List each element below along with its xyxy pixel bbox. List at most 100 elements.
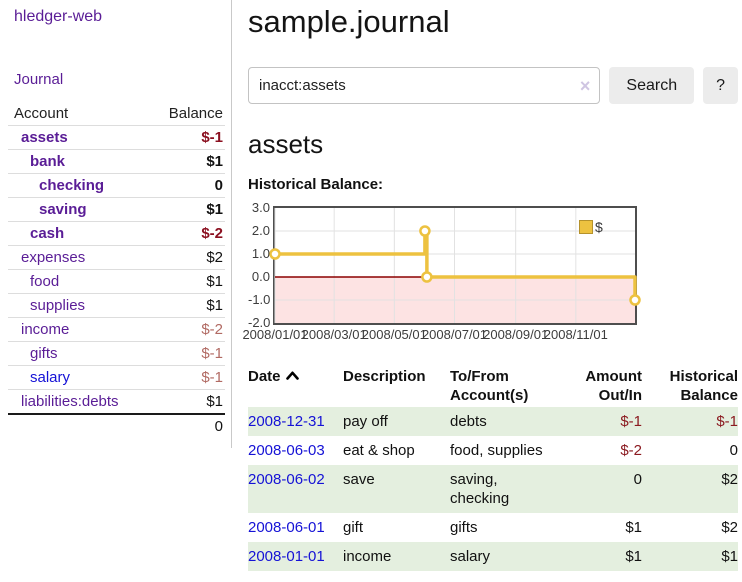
- account-link[interactable]: income: [21, 321, 70, 338]
- account-row: bank $1: [8, 150, 225, 174]
- account-balance: $1: [206, 273, 223, 290]
- transaction-balance: $1: [721, 548, 738, 565]
- accounts-total-spacer: [8, 414, 152, 438]
- account-balance: $-2: [201, 321, 223, 338]
- account-balance-cell: $1: [152, 294, 225, 318]
- account-cell: saving: [8, 198, 152, 222]
- transaction-date-link[interactable]: 2008-06-03: [248, 442, 325, 459]
- account-cell: assets: [8, 126, 152, 150]
- account-link[interactable]: salary: [30, 369, 71, 386]
- transaction-balance: 0: [729, 442, 738, 459]
- accounts-header-balance: Balance: [168, 105, 223, 122]
- x-tick-label: 2008/03/01: [301, 327, 367, 342]
- account-row: cash $-2: [8, 222, 225, 246]
- account-row: salary $-1: [8, 366, 225, 390]
- y-tick-label: -2.0: [248, 315, 271, 330]
- account-link[interactable]: cash: [30, 225, 65, 242]
- account-balance: $-1: [201, 129, 223, 146]
- transaction-amount: $-1: [620, 413, 642, 430]
- account-balance-cell: $-1: [152, 342, 225, 366]
- main-content: sample.journal × Search ? assets Histori…: [233, 0, 742, 571]
- account-row: assets $-1: [8, 126, 225, 150]
- transaction-row[interactable]: 2008-06-03 eat & shop food, supplies $-2 0: [248, 436, 738, 465]
- account-cell: expenses: [8, 246, 152, 270]
- balance-chart-svg: [269, 208, 641, 323]
- accounts-total-cell: 0: [214, 418, 223, 435]
- account-cell: liabilities:debts: [8, 390, 152, 415]
- y-tick-label: -1.0: [248, 292, 271, 307]
- account-link[interactable]: saving: [39, 201, 87, 218]
- account-balance-cell: $-1: [152, 366, 225, 390]
- account-link[interactable]: checking: [39, 177, 105, 194]
- account-link[interactable]: bank: [30, 153, 66, 170]
- transaction-description: save: [343, 471, 375, 488]
- transaction-date-cell: 2008-12-31: [248, 407, 343, 436]
- transaction-description: eat & shop: [343, 442, 415, 459]
- transaction-accounts: gifts: [450, 519, 478, 536]
- accounts-body: assets $-1 bank $1 checking 0 saving $1 cash $-2 e…: [8, 126, 225, 439]
- transaction-amount: $1: [625, 548, 642, 565]
- register-header-description: Description: [343, 368, 426, 385]
- transaction-date-link[interactable]: 2008-01-01: [248, 548, 325, 565]
- x-tick-label: 2008/11/01: [543, 327, 608, 342]
- transaction-accounts: salary: [450, 548, 491, 565]
- sidebar-item-journal[interactable]: Journal: [14, 71, 64, 88]
- clear-search-icon[interactable]: ×: [579, 75, 591, 96]
- accounts-header-account: Account: [14, 105, 69, 122]
- transaction-accounts: food, supplies: [450, 442, 543, 459]
- chart-title: Historical Balance:: [248, 176, 384, 193]
- transaction-row[interactable]: 2008-01-01 income salary $1 $1: [248, 542, 738, 571]
- account-link[interactable]: expenses: [21, 249, 86, 266]
- transaction-row[interactable]: 2008-06-01 gift gifts $1 $2: [248, 513, 738, 542]
- register-header-date[interactable]: Date: [248, 365, 343, 407]
- y-tick-label: 3.0: [251, 200, 270, 215]
- register-header-accounts: To/From Account(s): [450, 368, 529, 404]
- register-header-balance: Historical Balance: [669, 368, 738, 404]
- account-balance-cell: 0: [152, 174, 225, 198]
- accounts-table: Account Balance assets $-1 bank $1 checking 0…: [8, 102, 225, 438]
- help-button[interactable]: ?: [703, 67, 738, 104]
- account-balance: $2: [206, 249, 223, 266]
- transaction-date-cell: 2008-06-03: [248, 436, 343, 465]
- transaction-row[interactable]: 2008-06-02 save saving, checking 0 $2: [248, 465, 738, 513]
- transaction-amount: $1: [625, 519, 642, 536]
- register-table: Date Description To/From Account(s) Amou…: [248, 365, 738, 571]
- account-link[interactable]: food: [30, 273, 60, 290]
- chart-plot: [269, 206, 641, 325]
- search-input-wrapper: ×: [248, 67, 601, 104]
- x-tick-label: 2008/01/01: [242, 327, 308, 342]
- account-link[interactable]: gifts: [30, 345, 58, 362]
- sidebar: hledger-web Journal Account Balance asse…: [0, 0, 232, 448]
- app-title-link[interactable]: hledger-web: [14, 8, 103, 25]
- transaction-date-link[interactable]: 2008-06-02: [248, 471, 325, 488]
- search-input[interactable]: [248, 67, 601, 104]
- account-link[interactable]: assets: [21, 129, 68, 146]
- transaction-row[interactable]: 2008-12-31 pay off debts $-1 $-1: [248, 407, 738, 436]
- legend-swatch: [579, 220, 593, 234]
- account-balance-cell: $1: [152, 150, 225, 174]
- transaction-date-link[interactable]: 2008-12-31: [248, 413, 325, 430]
- transaction-accounts: debts: [450, 413, 487, 430]
- register-header-amount: Amount Out/In: [585, 368, 642, 404]
- data-point-marker: [421, 271, 433, 283]
- account-cell: gifts: [8, 342, 152, 366]
- account-balance-cell: $-1: [152, 126, 225, 150]
- account-cell: food: [8, 270, 152, 294]
- account-balance: $1: [206, 393, 223, 410]
- transaction-date-link[interactable]: 2008-06-01: [248, 519, 325, 536]
- register-body: 2008-12-31 pay off debts $-1 $-1 2008-06-03 ea…: [248, 407, 738, 571]
- account-link[interactable]: liabilities:debts: [21, 393, 119, 410]
- account-balance: 0: [214, 177, 223, 194]
- x-tick-label: 2008/05/01: [361, 327, 427, 342]
- search-button[interactable]: Search: [609, 67, 695, 104]
- account-link[interactable]: supplies: [30, 297, 86, 314]
- transaction-description: gift: [343, 519, 364, 536]
- account-row: food $1: [8, 270, 225, 294]
- transaction-description: pay off: [343, 413, 388, 430]
- account-row: gifts $-1: [8, 342, 225, 366]
- account-cell: bank: [8, 150, 152, 174]
- account-row: supplies $1: [8, 294, 225, 318]
- account-row: income $-2: [8, 318, 225, 342]
- accounts-header-row: Account Balance: [8, 102, 225, 126]
- account-balance: $-1: [201, 345, 223, 362]
